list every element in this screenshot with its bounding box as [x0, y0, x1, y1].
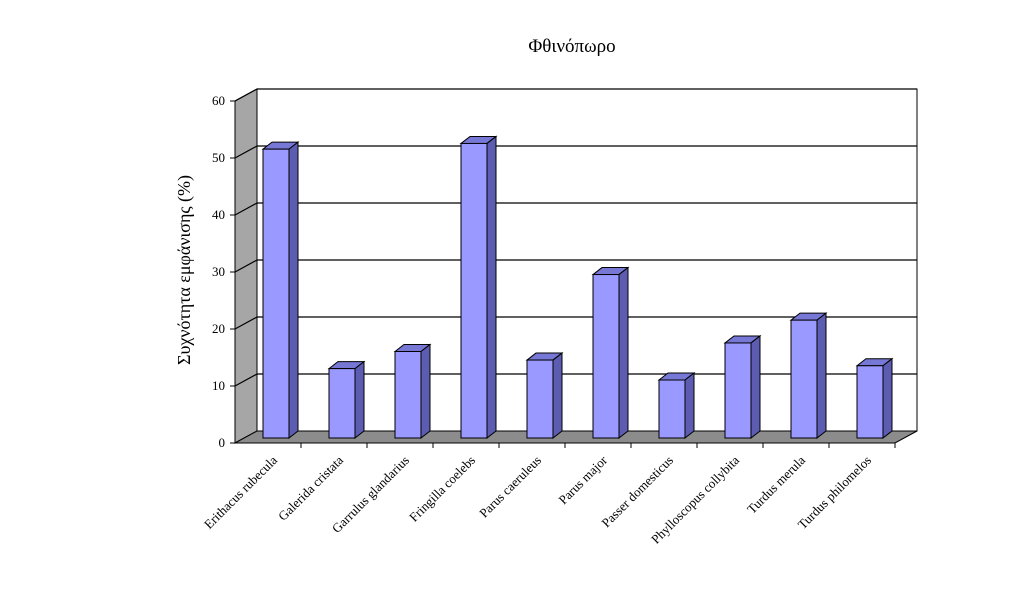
bar: [459, 135, 498, 440]
bar: [525, 352, 564, 440]
bar-front: [592, 274, 620, 439]
bar-side: [882, 357, 893, 440]
bar: [393, 343, 432, 440]
y-tick-label: 60: [212, 93, 225, 108]
bar: [591, 266, 630, 440]
gridline-depth: [234, 202, 258, 216]
bar-front: [526, 359, 554, 439]
y-axis-label: Συχνότητα εμφάνισης (%): [174, 175, 195, 365]
bar-side: [354, 360, 365, 440]
chart-title: Φθινόπωρο: [528, 36, 616, 57]
y-tick-label: 10: [212, 378, 225, 393]
bar-front: [658, 379, 686, 439]
bar-front: [856, 365, 884, 439]
x-tick-label: Fringilla coelebs: [406, 453, 478, 525]
y-tick-label: 50: [212, 150, 225, 165]
bar-side: [552, 352, 563, 440]
bars: [261, 135, 894, 440]
bar-side: [684, 371, 695, 440]
bar-front: [394, 351, 422, 439]
y-tick-label: 30: [212, 264, 225, 279]
x-tick-label: Parus major: [555, 452, 610, 507]
bar-side: [288, 141, 299, 440]
bar-front: [328, 368, 356, 439]
bar: [327, 360, 366, 440]
bar: [789, 312, 828, 440]
x-tick-label: Turdus merula: [744, 452, 808, 516]
bar-front: [460, 142, 488, 439]
bar-front: [790, 319, 818, 439]
gridline-depth: [234, 373, 258, 387]
bar-side: [420, 343, 431, 440]
y-tick-label: 40: [212, 207, 225, 222]
gridline-depth: [234, 145, 258, 159]
x-tick-label: Erithacus rubecula: [201, 452, 280, 531]
bar-side: [618, 266, 629, 440]
gridline-depth: [234, 316, 258, 330]
bar: [855, 357, 894, 440]
bar: [657, 371, 696, 440]
gridline-depth: [234, 88, 258, 102]
bar-side: [486, 135, 497, 440]
bar-front: [724, 342, 752, 439]
bar-front: [262, 148, 290, 439]
bar: [723, 334, 762, 440]
y-axis: 0 10 20 30 40 50 60: [212, 93, 896, 450]
y-tick-label: 20: [212, 321, 225, 336]
x-tick-label: Galerida cristata: [275, 452, 346, 523]
bar-side: [750, 334, 761, 440]
y-tick-label: 0: [219, 435, 226, 450]
x-tick-label: Parus caeruleus: [476, 453, 544, 521]
bar-side: [816, 312, 827, 440]
gridline-depth: [234, 259, 258, 273]
bar: [261, 141, 300, 440]
